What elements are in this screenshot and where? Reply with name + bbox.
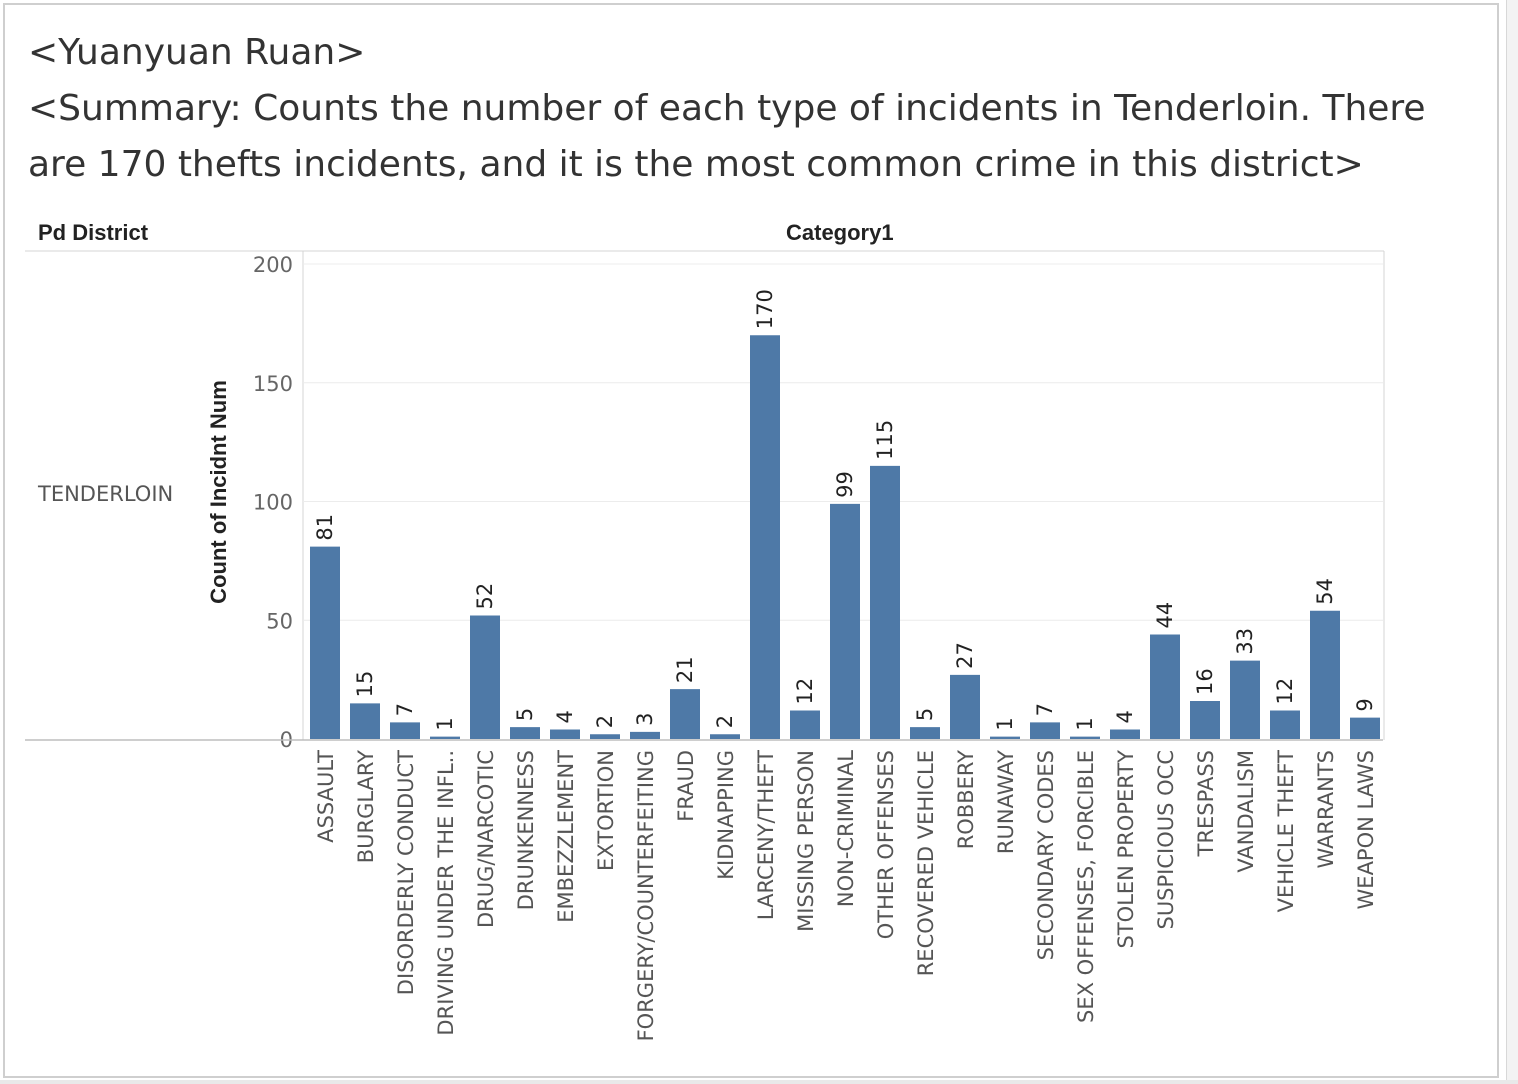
x-tick-label[interactable]: VEHICLE THEFT	[1274, 750, 1298, 913]
data-label: 15	[353, 671, 377, 698]
bar-warrants[interactable]	[1310, 611, 1340, 739]
bar-assault[interactable]	[310, 547, 340, 739]
bar-burglary[interactable]	[350, 703, 380, 739]
bar-missing-person[interactable]	[790, 711, 820, 740]
bar-embezzlement[interactable]	[550, 730, 580, 740]
y-tick-label: 150	[253, 372, 293, 396]
bar-extortion[interactable]	[590, 734, 620, 739]
data-label: 54	[1313, 578, 1337, 605]
x-tick-label[interactable]: LARCENY/THEFT	[754, 750, 778, 920]
x-tick-label[interactable]: NON-CRIMINAL	[834, 750, 858, 907]
bar-vehicle-theft[interactable]	[1270, 711, 1300, 740]
x-tick-label[interactable]: ASSAULT	[314, 750, 338, 843]
data-label: 1	[433, 717, 457, 730]
x-tick-label[interactable]: SUSPICIOUS OCC	[1154, 750, 1178, 930]
data-label: 1	[993, 717, 1017, 730]
x-tick-label[interactable]: STOLEN PROPERTY	[1114, 750, 1138, 949]
x-tick-label[interactable]: SEX OFFENSES, FORCIBLE	[1074, 750, 1098, 1023]
data-label: 1	[1073, 717, 1097, 730]
x-tick-label[interactable]: DRUG/NARCOTIC	[474, 750, 498, 928]
bar-fraud[interactable]	[670, 689, 700, 739]
bar-stolen-property[interactable]	[1110, 730, 1140, 740]
data-label: 9	[1353, 698, 1377, 711]
bar-driving-under-the-infl-[interactable]	[430, 737, 460, 739]
x-tick-label[interactable]: SECONDARY CODES	[1034, 750, 1058, 960]
bar-weapon-laws[interactable]	[1350, 718, 1380, 739]
data-label: 16	[1193, 668, 1217, 695]
x-tick-label[interactable]: DRUNKENNESS	[514, 750, 538, 910]
bar-non-criminal[interactable]	[830, 504, 860, 739]
bar-other-offenses[interactable]	[870, 466, 900, 739]
x-tick-label[interactable]: DRIVING UNDER THE INFL..	[434, 750, 458, 1036]
data-label: 2	[593, 715, 617, 728]
data-label: 21	[673, 656, 697, 683]
x-tick-label[interactable]: ROBBERY	[954, 750, 978, 849]
x-tick-label[interactable]: FORGERY/COUNTERFEITING	[634, 750, 658, 1041]
data-label: 115	[873, 420, 897, 460]
bar-kidnapping[interactable]	[710, 734, 740, 739]
data-label: 33	[1233, 628, 1257, 655]
bar-larceny-theft[interactable]	[750, 335, 780, 739]
bar-trespass[interactable]	[1190, 701, 1220, 739]
x-tick-label[interactable]: BURGLARY	[354, 750, 378, 863]
x-tick-label[interactable]: MISSING PERSON	[794, 750, 818, 932]
x-tick-label[interactable]: KIDNAPPING	[714, 750, 738, 880]
bar-secondary-codes[interactable]	[1030, 722, 1060, 739]
data-label: 52	[473, 583, 497, 610]
data-label: 99	[833, 471, 857, 498]
data-label: 5	[513, 708, 537, 721]
x-tick-label[interactable]: EMBEZZLEMENT	[554, 750, 578, 923]
x-tick-label[interactable]: RUNAWAY	[994, 750, 1018, 854]
bar-robbery[interactable]	[950, 675, 980, 739]
data-label: 3	[633, 713, 657, 726]
bar-sex-offenses-forcible[interactable]	[1070, 737, 1100, 739]
y-axis-title: Count of Incidnt Num	[206, 380, 231, 604]
data-label: 170	[753, 289, 777, 329]
data-label: 7	[393, 703, 417, 716]
bar-drug-narcotic[interactable]	[470, 616, 500, 740]
data-label: 81	[313, 514, 337, 541]
bar-suspicious-occ[interactable]	[1150, 635, 1180, 740]
x-tick-label[interactable]: WARRANTS	[1314, 750, 1338, 869]
bar-recovered-vehicle[interactable]	[910, 727, 940, 739]
x-tick-label[interactable]: FRAUD	[674, 750, 698, 822]
data-label: 5	[913, 708, 937, 721]
x-tick-label[interactable]: WEAPON LAWS	[1354, 750, 1378, 909]
data-label: 12	[793, 678, 817, 705]
data-label: 44	[1153, 602, 1177, 629]
y-tick-label: 200	[253, 253, 293, 277]
bar-vandalism[interactable]	[1230, 661, 1260, 739]
data-label: 27	[953, 642, 977, 669]
bar-drunkenness[interactable]	[510, 727, 540, 739]
x-tick-label[interactable]: RECOVERED VEHICLE	[914, 750, 938, 976]
data-label: 4	[1113, 710, 1137, 723]
data-label: 12	[1273, 678, 1297, 705]
x-tick-label[interactable]: TRESPASS	[1194, 750, 1218, 857]
data-label: 4	[553, 710, 577, 723]
x-tick-label[interactable]: OTHER OFFENSES	[874, 750, 898, 939]
bar-forgery-counterfeiting[interactable]	[630, 732, 660, 739]
bar-runaway[interactable]	[990, 737, 1020, 739]
x-tick-label[interactable]: VANDALISM	[1234, 750, 1258, 873]
y-tick-label: 50	[266, 609, 293, 633]
x-tick-label[interactable]: EXTORTION	[594, 750, 618, 871]
data-label: 2	[713, 715, 737, 728]
y-tick-label: 100	[253, 491, 293, 515]
data-label: 7	[1033, 703, 1057, 716]
x-tick-label[interactable]: DISORDERLY CONDUCT	[394, 750, 418, 995]
bar-disorderly-conduct[interactable]	[390, 722, 420, 739]
